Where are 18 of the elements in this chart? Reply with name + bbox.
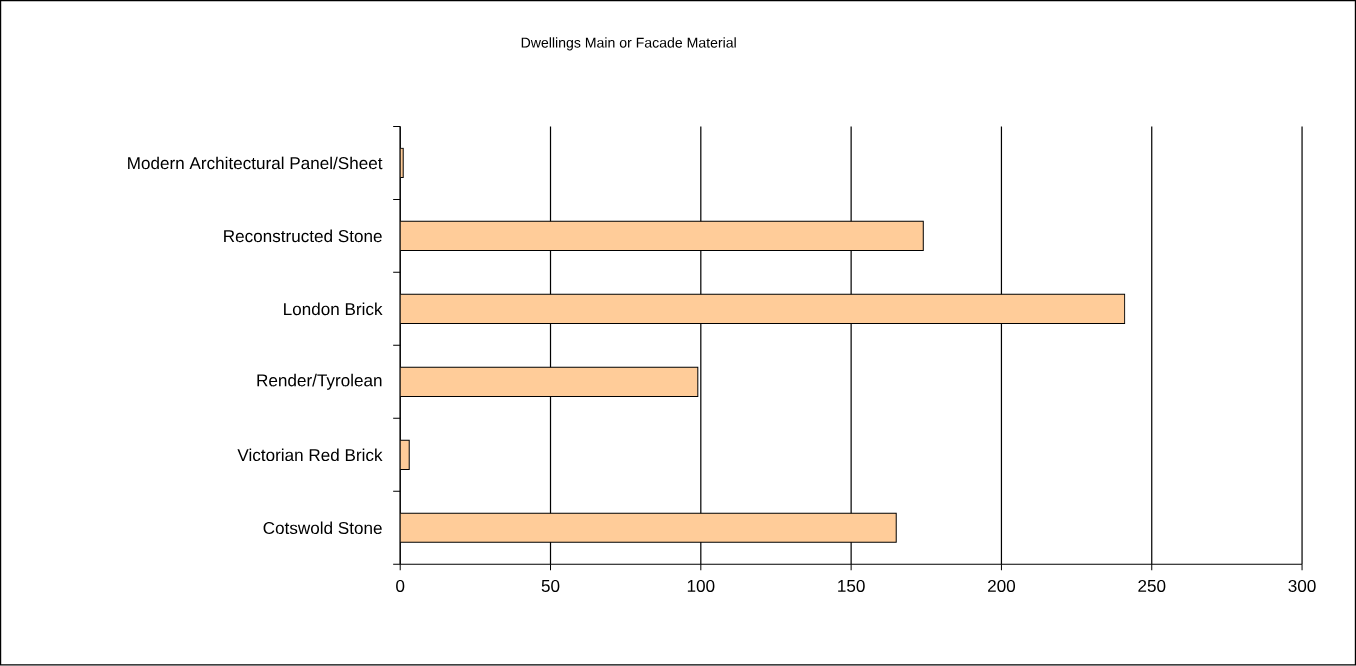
y-tick-label: Reconstructed Stone xyxy=(224,229,382,243)
bar xyxy=(400,293,1126,325)
bar xyxy=(400,366,699,398)
x-tick-label: 50 xyxy=(541,580,560,593)
x-tick-label: 150 xyxy=(838,580,865,593)
bar xyxy=(400,512,897,544)
x-tick-label: 200 xyxy=(988,580,1016,593)
y-tick-label: Render/Tyrolean xyxy=(257,374,382,391)
x-tick-label: 300 xyxy=(1288,580,1316,593)
y-tick-label: London Brick xyxy=(284,302,383,316)
y-tick-label: Victorian Red Brick xyxy=(237,448,383,462)
y-tick-label: Modern Architectural Panel/Sheet xyxy=(128,156,383,170)
x-tick-label: 0 xyxy=(396,580,405,593)
x-tick-label: 250 xyxy=(1138,580,1166,593)
x-tick-label: 100 xyxy=(687,580,715,593)
chart-title: Dwellings Main or Facade Material xyxy=(521,37,736,51)
bar xyxy=(400,221,924,252)
y-tick-label: Cotswold Stone xyxy=(263,521,382,535)
